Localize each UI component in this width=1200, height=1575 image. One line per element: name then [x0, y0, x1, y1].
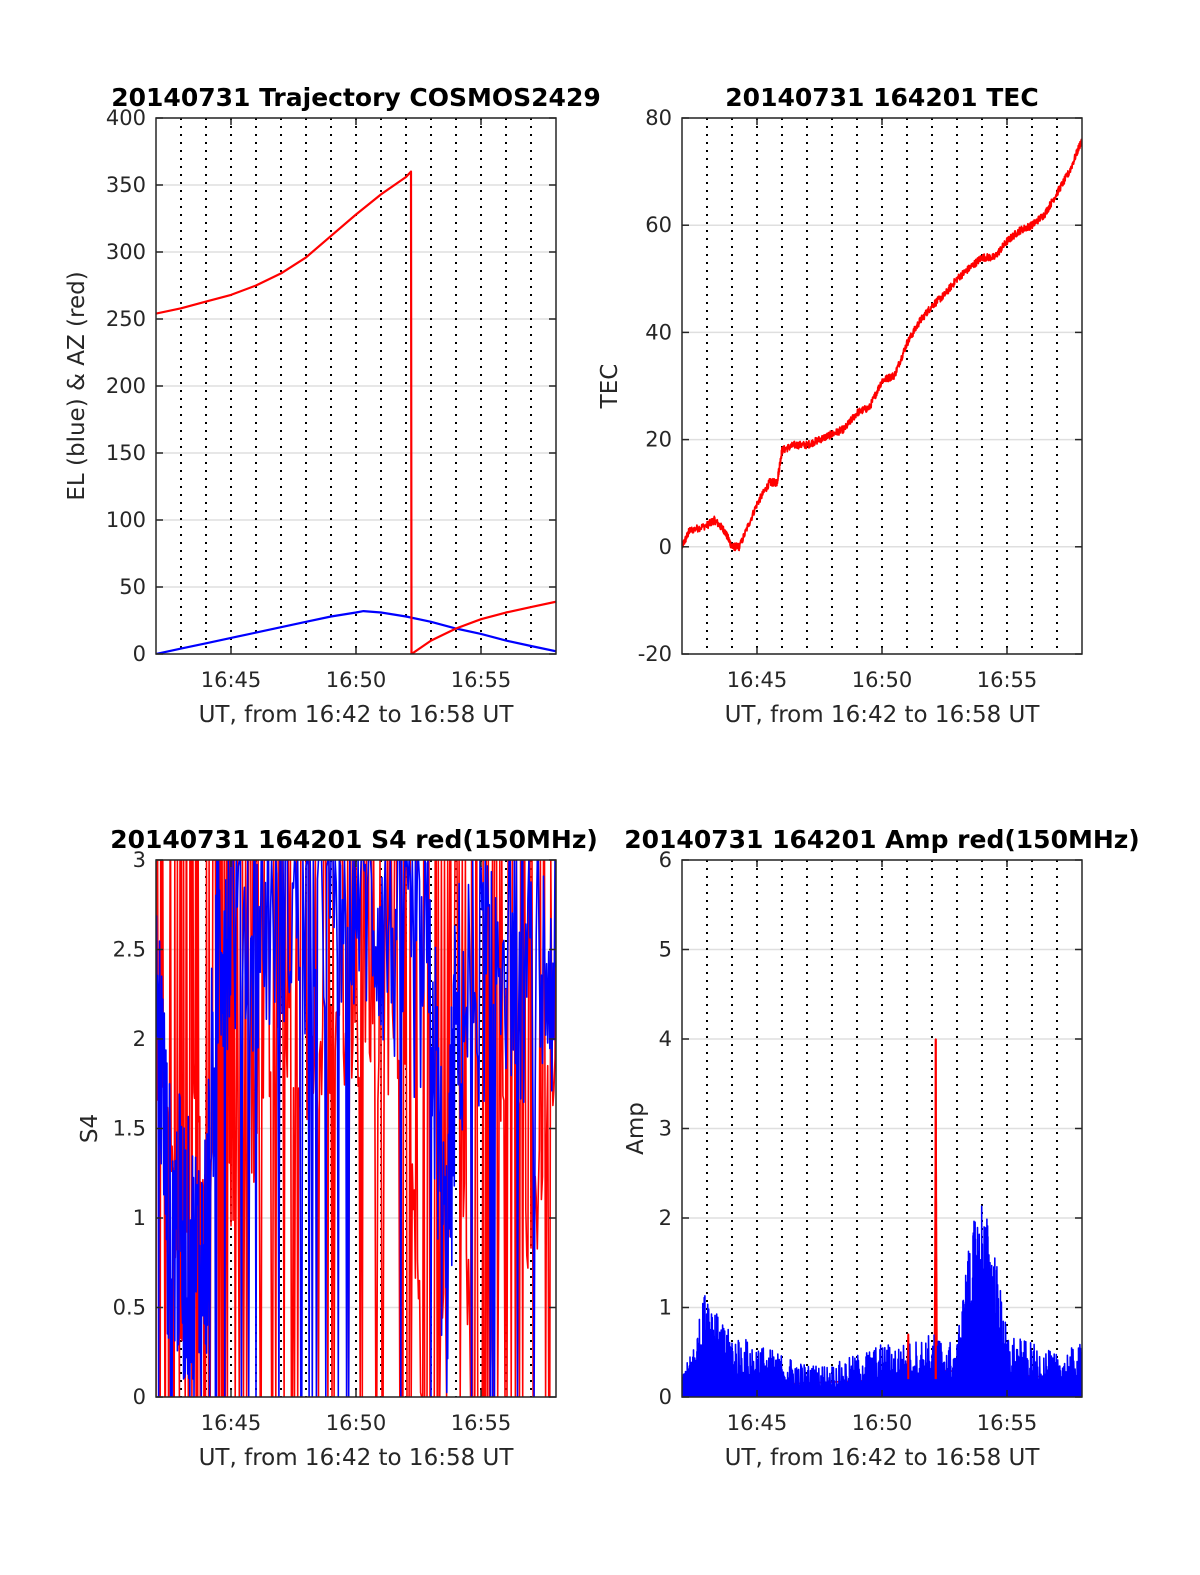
y-tick-label: 400 — [106, 106, 146, 130]
x-tick-label: 16:50 — [852, 668, 913, 692]
y-tick-label: 6 — [659, 848, 672, 872]
y-tick-label: 2 — [659, 1206, 672, 1230]
y-tick-label: 150 — [106, 441, 146, 465]
x-tick-label: 16:55 — [451, 668, 512, 692]
y-tick-label: 200 — [106, 374, 146, 398]
y-tick-label: 3 — [133, 848, 146, 872]
x-tick-label: 16:50 — [326, 668, 387, 692]
x-tick-label: 16:50 — [852, 1411, 913, 1435]
y-tick-label: 0 — [659, 1385, 672, 1409]
y-tick-label: 250 — [106, 307, 146, 331]
chart-panel-3 — [155, 859, 557, 1398]
y-tick-label: 1 — [659, 1296, 672, 1320]
red-series-line — [156, 170, 556, 654]
y-tick-label: 1.5 — [113, 1117, 146, 1141]
series-group — [682, 138, 1082, 552]
chart-title: 20140731 164201 Amp red(150MHz) — [624, 825, 1140, 854]
y-tick-label: 80 — [645, 106, 672, 130]
y-tick-label: 4 — [659, 1027, 672, 1051]
y-tick-label: 3 — [659, 1117, 672, 1141]
x-tick-label: 16:45 — [201, 668, 262, 692]
chart-panel-1 — [155, 117, 557, 655]
y-tick-label: 20 — [645, 428, 672, 452]
x-axis-label: UT, from 16:42 to 16:58 UT — [199, 1445, 515, 1471]
y-axis-label: EL (blue) & AZ (red) — [64, 271, 90, 500]
y-tick-label: 0 — [133, 642, 146, 666]
x-axis-label: UT, from 16:42 to 16:58 UT — [199, 702, 515, 728]
series-group — [156, 860, 556, 1397]
y-tick-label: 40 — [645, 320, 672, 344]
y-tick-label: 50 — [119, 575, 146, 599]
y-tick-label: 1 — [133, 1206, 146, 1230]
x-tick-label: 16:45 — [201, 1411, 262, 1435]
y-axis-label: Amp — [623, 1102, 649, 1155]
x-tick-label: 16:45 — [727, 1411, 788, 1435]
chart-title: 20140731 164201 TEC — [725, 83, 1038, 112]
x-tick-label: 16:55 — [977, 668, 1038, 692]
chart-title: 20140731 164201 S4 red(150MHz) — [110, 825, 598, 854]
chart-panel-4 — [681, 859, 1083, 1398]
x-axis-label: UT, from 16:42 to 16:58 UT — [725, 702, 1041, 728]
x-tick-label: 16:55 — [451, 1411, 512, 1435]
chart-title: 20140731 Trajectory COSMOS2429 — [111, 83, 601, 112]
x-tick-label: 16:55 — [977, 1411, 1038, 1435]
y-tick-label: 5 — [659, 938, 672, 962]
x-tick-label: 16:50 — [326, 1411, 387, 1435]
chart-panel-2 — [681, 117, 1083, 655]
y-tick-label: -20 — [638, 642, 672, 666]
y-tick-label: 2 — [133, 1027, 146, 1051]
y-tick-label: 100 — [106, 508, 146, 532]
y-tick-label: 2.5 — [113, 938, 146, 962]
blue-series-line — [156, 860, 556, 1397]
red-series-line — [682, 138, 1082, 552]
series-group — [156, 170, 556, 654]
y-axis-label: S4 — [77, 1114, 103, 1143]
x-axis-label: UT, from 16:42 to 16:58 UT — [725, 1445, 1041, 1471]
y-axis-label: TEC — [597, 364, 623, 410]
y-tick-label: 0 — [659, 535, 672, 559]
y-tick-label: 300 — [106, 240, 146, 264]
y-tick-label: 60 — [645, 213, 672, 237]
y-tick-label: 350 — [106, 173, 146, 197]
y-tick-label: 0 — [133, 1385, 146, 1409]
blue-series-line — [156, 610, 556, 654]
x-tick-label: 16:45 — [727, 668, 788, 692]
y-tick-label: 0.5 — [113, 1296, 146, 1320]
